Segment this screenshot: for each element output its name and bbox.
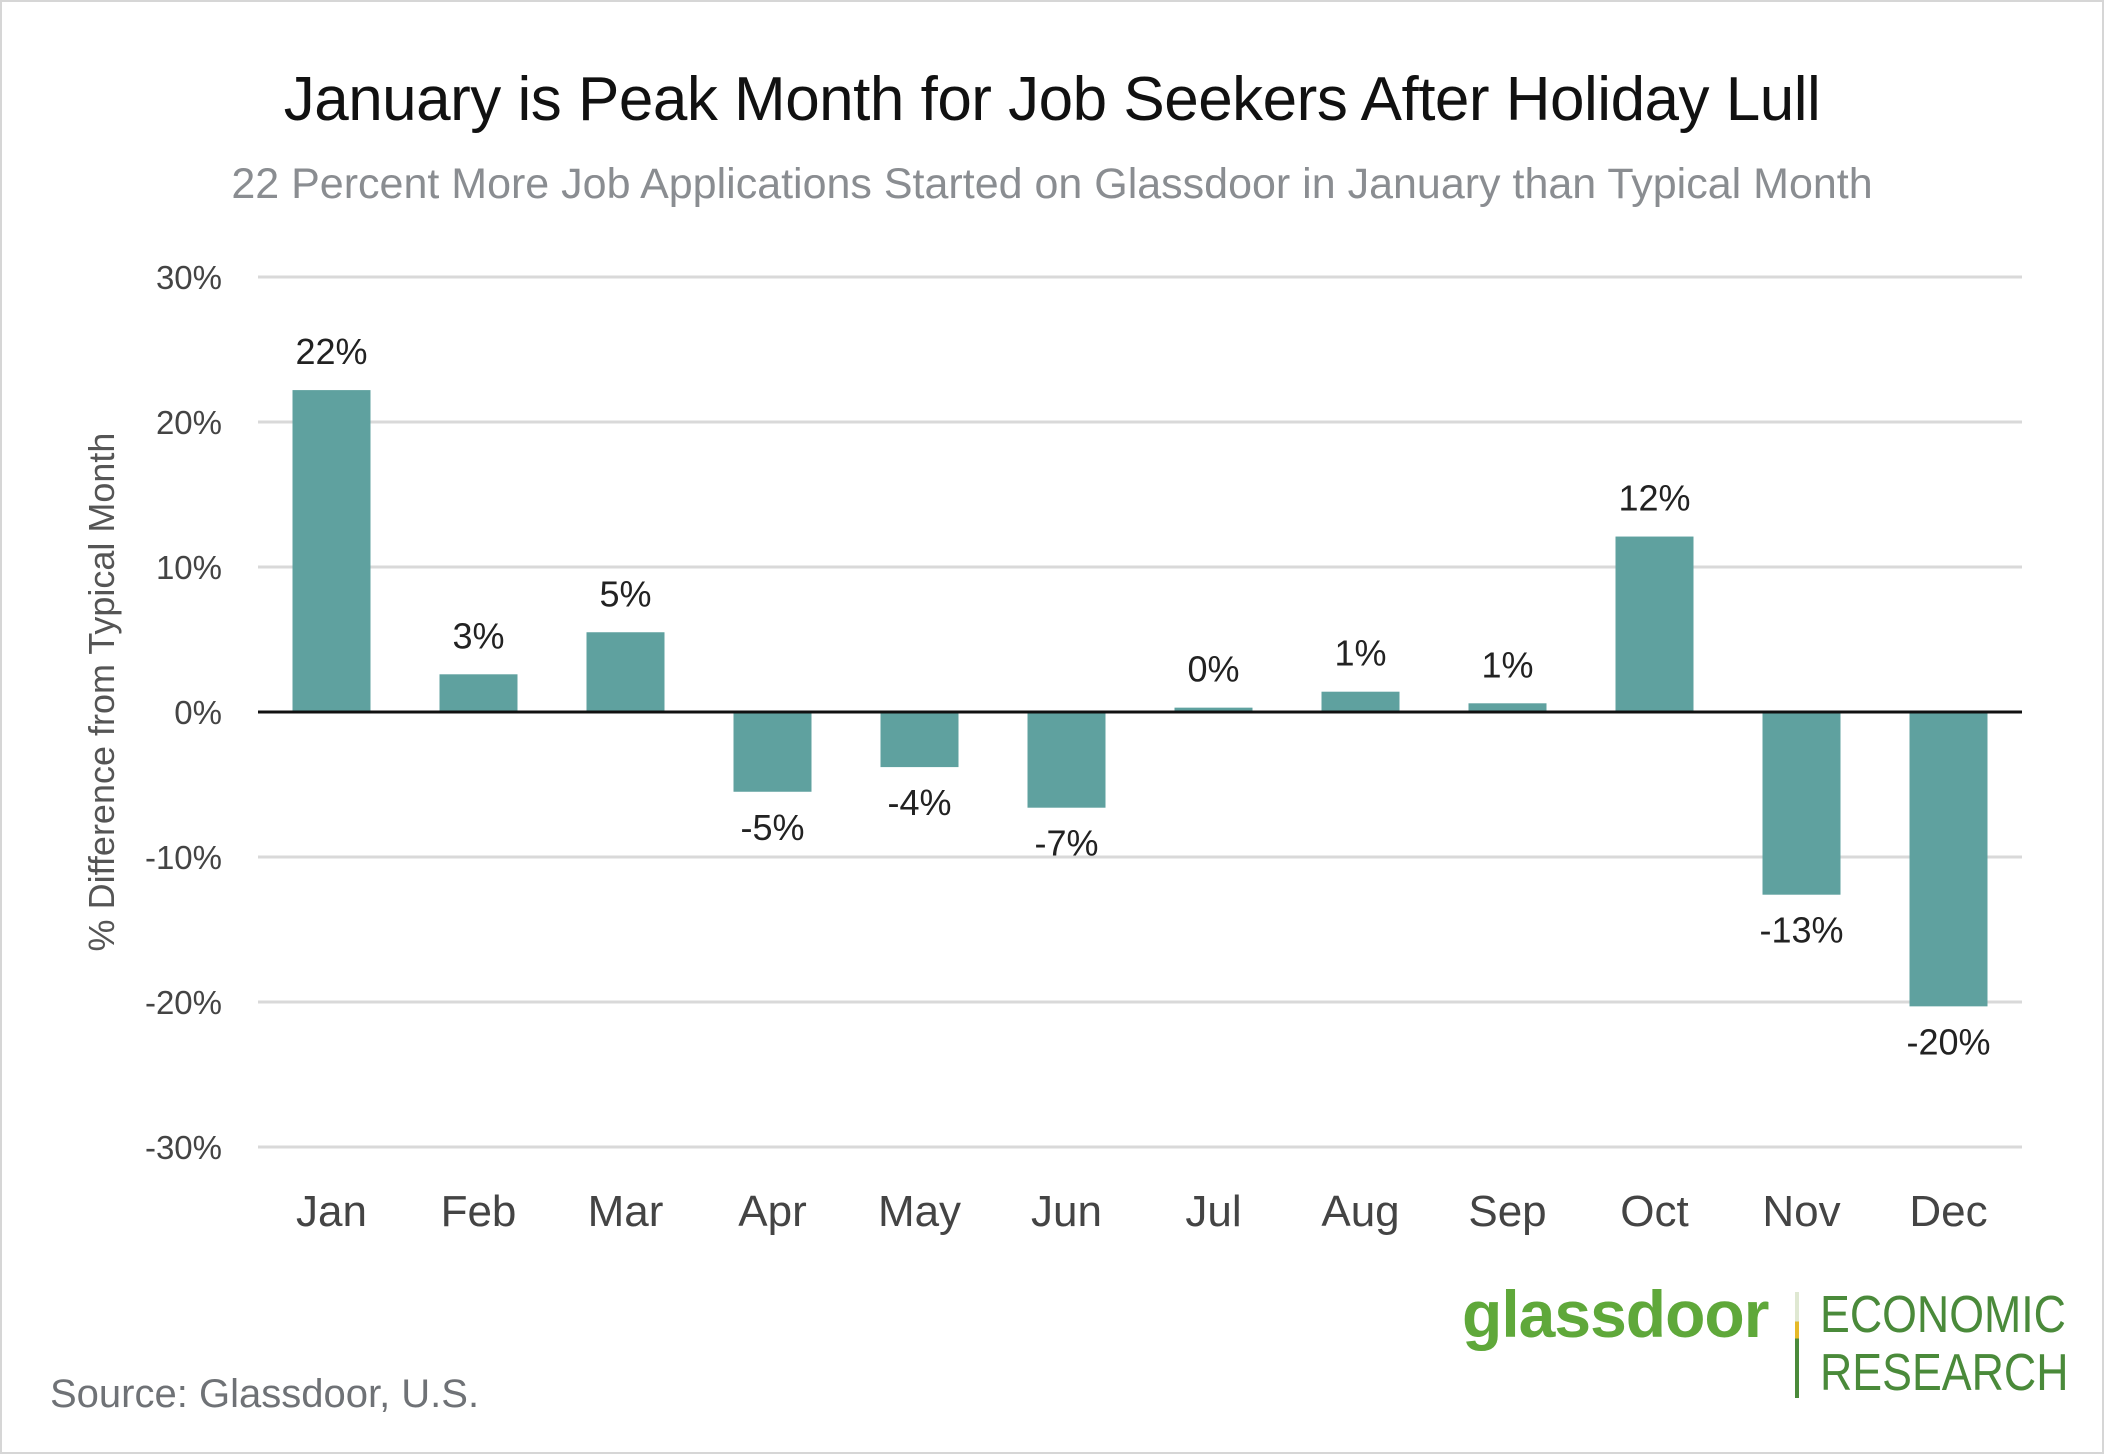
data-label: -4% [887, 782, 951, 823]
x-category-label: Oct [1620, 1187, 1688, 1236]
y-axis-label: % Difference from Typical Month [81, 433, 122, 952]
bar [1027, 712, 1106, 808]
x-category-label: Sep [1468, 1187, 1546, 1236]
data-label: 0% [1187, 649, 1239, 690]
data-label: 12% [1618, 478, 1690, 519]
data-labels: 22% 3% 5% -5% -4% -7% 0% 1% 1% 12% -13% -20% [295, 331, 1990, 1062]
x-category-label: Nov [1762, 1187, 1840, 1236]
bar [1468, 703, 1547, 712]
x-category-label: Dec [1909, 1187, 1987, 1236]
bar [586, 632, 665, 712]
y-tick-label: 10% [156, 549, 222, 586]
bar [1174, 707, 1253, 712]
glassdoor-logo-wordmark: glassdoor [1462, 1277, 1769, 1351]
chart-title: January is Peak Month for Job Seekers Af… [283, 65, 1821, 134]
source-note: Source: Glassdoor, U.S. [50, 1372, 480, 1416]
bar [1762, 712, 1841, 895]
data-label: -13% [1759, 910, 1843, 951]
bar [292, 390, 371, 712]
bar [1909, 712, 1988, 1007]
x-category-label: Apr [738, 1187, 806, 1236]
economic-research-logo: ECONOMIC RESEARCH [1820, 1286, 2068, 1402]
x-category-label: Aug [1321, 1187, 1399, 1236]
data-label: 3% [452, 615, 504, 656]
bar [439, 674, 518, 712]
x-category-label: Jun [1031, 1187, 1102, 1236]
logo-divider [1795, 1292, 1799, 1398]
chart-subtitle: 22 Percent More Job Applications Started… [231, 160, 1873, 208]
x-axis-categories: Jan Feb Mar Apr May Jun Jul Aug Sep Oct Nov Dec [296, 1187, 1988, 1236]
logo-line-1: ECONOMIC [1820, 1286, 2066, 1344]
bar [880, 712, 959, 768]
data-label: 1% [1481, 644, 1533, 685]
x-category-label: May [878, 1187, 961, 1236]
y-tick-label: -10% [145, 839, 222, 876]
x-category-label: Jul [1185, 1187, 1241, 1236]
y-tick-label: -30% [145, 1129, 222, 1166]
logo-line-2: RESEARCH [1820, 1344, 2069, 1402]
bars [292, 390, 1988, 1007]
x-category-label: Mar [588, 1187, 664, 1236]
bar [1321, 691, 1400, 712]
y-tick-label: 30% [156, 259, 222, 296]
bar [1615, 536, 1694, 712]
data-label: 22% [295, 331, 367, 372]
data-label: -20% [1906, 1021, 1990, 1062]
y-tick-label: -20% [145, 984, 222, 1021]
data-label: -7% [1034, 823, 1098, 864]
data-label: 5% [599, 573, 651, 614]
data-label: -5% [740, 807, 804, 848]
bar [733, 712, 812, 792]
x-category-label: Feb [441, 1187, 517, 1236]
y-tick-label: 0% [174, 694, 222, 731]
y-axis-ticks: 30% 20% 10% 0% -10% -20% -30% [145, 259, 222, 1166]
x-category-label: Jan [296, 1187, 367, 1236]
data-label: 1% [1334, 633, 1386, 674]
y-tick-label: 20% [156, 404, 222, 441]
gridlines [258, 275, 2022, 1149]
bar-chart: 30% 20% 10% 0% -10% -20% -30% 22% 3% 5% -5% -4% -7%… [81, 259, 2022, 1236]
